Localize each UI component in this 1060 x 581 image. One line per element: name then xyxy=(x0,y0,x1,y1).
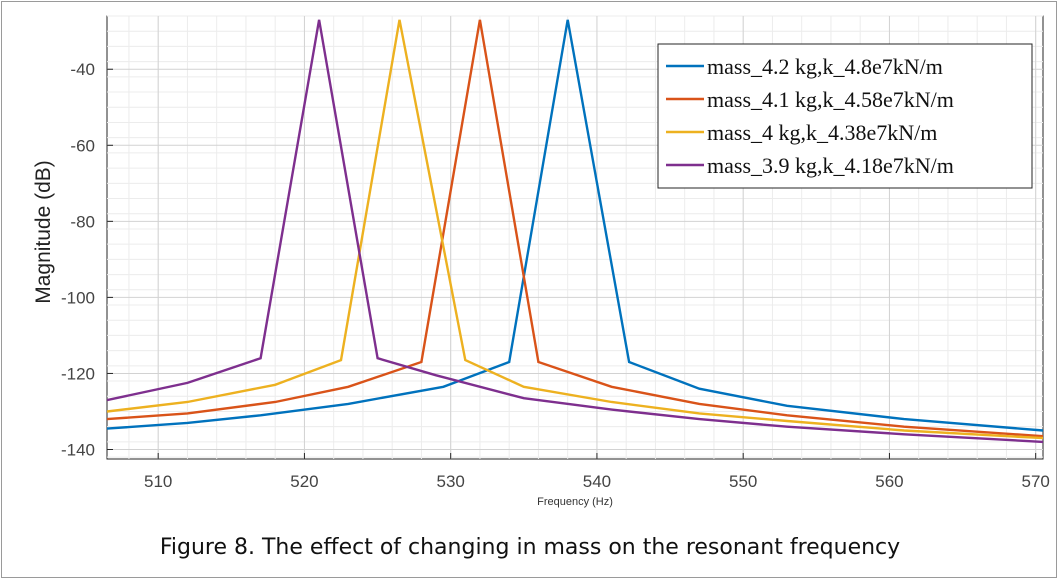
series-line-3 xyxy=(107,19,1043,440)
y-axis: -40 -60 -80 -100 -120 -140 xyxy=(61,60,113,459)
series-line-4 xyxy=(107,19,1043,444)
y-axis-label: Magnitude (dB) xyxy=(32,160,55,304)
x-tick-label: 520 xyxy=(290,472,318,491)
x-tick-label: 540 xyxy=(583,472,611,491)
legend-entry-1: mass_4.2 kg,k_4.8e7kN/m xyxy=(707,54,943,79)
figure-caption: Figure 8. The effect of changing in mass… xyxy=(159,535,901,560)
y-tick-label: -40 xyxy=(70,60,95,79)
legend: mass_4.2 kg,k_4.8e7kN/m mass_4.1 kg,k_4.5… xyxy=(657,43,1033,189)
x-tick-label: 510 xyxy=(144,472,172,491)
series-layer xyxy=(107,19,1043,444)
y-tick-label: -140 xyxy=(61,440,95,459)
y-tick-label: -60 xyxy=(70,136,95,155)
x-tick-label: 560 xyxy=(875,472,903,491)
y-tick-label: -120 xyxy=(61,364,95,383)
series-line-2 xyxy=(107,19,1043,438)
y-tick-label: -100 xyxy=(61,288,95,307)
legend-entry-3: mass_4 kg,k_4.38e7kN/m xyxy=(707,120,937,145)
legend-entry-2: mass_4.1 kg,k_4.58e7kN/m xyxy=(707,87,954,112)
x-tick-label: 570 xyxy=(1022,472,1050,491)
y-tick-label: -80 xyxy=(70,212,95,231)
x-axis-label: Frequency (Hz) xyxy=(537,496,613,508)
grid xyxy=(107,15,1043,459)
x-tick-label: 530 xyxy=(437,472,465,491)
series-line-1 xyxy=(107,19,1043,432)
x-axis: 510 520 530 540 550 560 570 xyxy=(144,453,1050,491)
legend-entry-4: mass_3.9 kg,k_4.18e7kN/m xyxy=(707,153,954,178)
chart: 510 520 530 540 550 560 570 -40-60-80-100-120-… xyxy=(32,15,1050,508)
legend-box xyxy=(657,43,1033,189)
x-tick-label: 550 xyxy=(729,472,757,491)
